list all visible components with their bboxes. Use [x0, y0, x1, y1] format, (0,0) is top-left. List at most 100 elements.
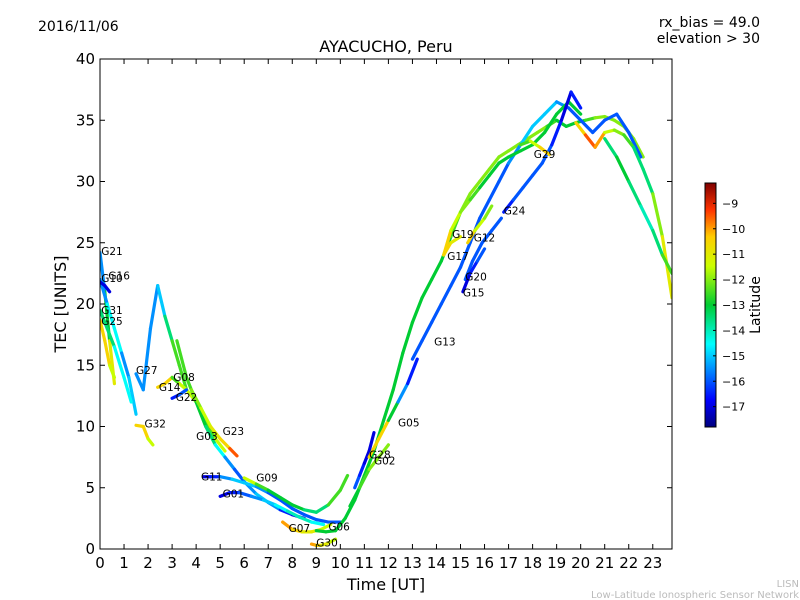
- x-tick-label: 14: [427, 554, 446, 572]
- series-segment: [410, 339, 424, 361]
- x-tick-label: 9: [312, 554, 322, 572]
- series-segment: [357, 467, 371, 490]
- colorbar-tick-label: −17: [722, 401, 745, 414]
- series-segment: [266, 491, 282, 502]
- series-segment: [213, 437, 227, 453]
- series-segment: [487, 155, 501, 171]
- series-segment: [218, 491, 232, 498]
- series-segment: [518, 139, 532, 147]
- series-segment: [353, 473, 362, 490]
- series-segment: [278, 498, 294, 511]
- series-segment: [242, 481, 258, 489]
- series-segment: [430, 302, 443, 324]
- y-tick-label: 40: [76, 50, 95, 68]
- series-segment: [463, 259, 475, 282]
- series-segment: [290, 527, 304, 534]
- series-segment: [242, 476, 258, 486]
- series-segment: [290, 506, 306, 517]
- y-tick-label: 10: [76, 418, 95, 436]
- satellite-label: G15: [463, 288, 485, 300]
- series-segment: [290, 503, 306, 512]
- colorbar-tick-label: −11: [722, 248, 745, 261]
- series-segment: [468, 179, 482, 196]
- series-segment: [266, 488, 282, 500]
- series-G23: [189, 388, 239, 458]
- series-segment: [478, 198, 491, 220]
- x-tick-label: 21: [595, 554, 614, 572]
- series-segment: [478, 167, 491, 184]
- x-tick-label: 3: [167, 554, 177, 572]
- series-segment: [103, 339, 112, 367]
- series-segment: [314, 503, 330, 514]
- series-segment: [103, 284, 112, 294]
- series-segment: [564, 121, 578, 128]
- series-segment: [480, 228, 494, 245]
- x-tick-label: 0: [95, 554, 105, 572]
- series-segment: [579, 118, 595, 135]
- series-segment: [612, 128, 626, 137]
- series-segment: [615, 112, 631, 135]
- satellite-label: G12: [474, 233, 496, 245]
- series-segment: [120, 351, 131, 380]
- satellite-label: G10: [101, 273, 123, 285]
- series-segment: [170, 339, 181, 367]
- series-segment: [148, 284, 160, 331]
- series-segment: [631, 145, 645, 171]
- x-tick-label: 7: [263, 554, 273, 572]
- series-segment: [367, 431, 376, 453]
- series-segment: [218, 475, 234, 481]
- series-G11: [201, 475, 342, 524]
- series-segment: [470, 241, 484, 263]
- series-segment: [627, 179, 643, 208]
- footer-network: Low-Latitude Ionospheric Sensor Network: [591, 590, 799, 600]
- series-segment: [528, 139, 542, 149]
- series-segment: [261, 498, 278, 507]
- series-segment: [278, 495, 294, 507]
- series-segment: [410, 296, 424, 324]
- series-segment: [141, 424, 150, 441]
- series-segment: [177, 363, 189, 392]
- satellite-label: G20: [465, 272, 487, 284]
- series-G10: [100, 280, 112, 294]
- x-tick-label: 17: [499, 554, 518, 572]
- satellite-label: G16: [108, 271, 130, 283]
- satellite-label: G03: [196, 431, 218, 443]
- series-segment: [651, 192, 664, 239]
- series-G20: [463, 216, 503, 282]
- series-G31: [100, 308, 133, 404]
- series-segment: [208, 424, 222, 441]
- series-segment: [175, 339, 189, 380]
- series-G26: [574, 121, 672, 300]
- x-tick-label: 16: [475, 554, 494, 572]
- series-segment: [449, 210, 463, 233]
- series-segment: [569, 90, 583, 110]
- series-segment: [223, 455, 237, 471]
- series-segment: [593, 130, 607, 149]
- series-segment: [381, 388, 395, 422]
- series-segment: [603, 112, 619, 122]
- series-segment: [122, 375, 133, 404]
- series-segment: [631, 137, 645, 159]
- series-G15: [461, 247, 487, 294]
- x-axis-label: Time [UT]: [346, 575, 425, 594]
- satellite-label: G30: [316, 538, 338, 550]
- y-tick-label: 25: [76, 234, 95, 252]
- satellite-label: G19: [452, 229, 474, 241]
- series-segment: [538, 145, 552, 157]
- series-segment: [583, 133, 597, 149]
- chart-title: AYACUCHO, Peru: [319, 37, 452, 56]
- series-segment: [497, 161, 511, 184]
- series-segment: [377, 418, 391, 441]
- series-G12: [466, 204, 494, 245]
- series-segment: [232, 467, 246, 484]
- series-segment: [478, 173, 491, 190]
- series-segment: [473, 216, 487, 233]
- series-layer: [100, 90, 672, 547]
- x-tick-label: 2: [143, 554, 153, 572]
- series-segment: [583, 116, 597, 122]
- series-segment: [401, 320, 415, 355]
- series-segment: [228, 446, 239, 458]
- series-segment: [302, 508, 318, 514]
- series-segment: [487, 161, 501, 177]
